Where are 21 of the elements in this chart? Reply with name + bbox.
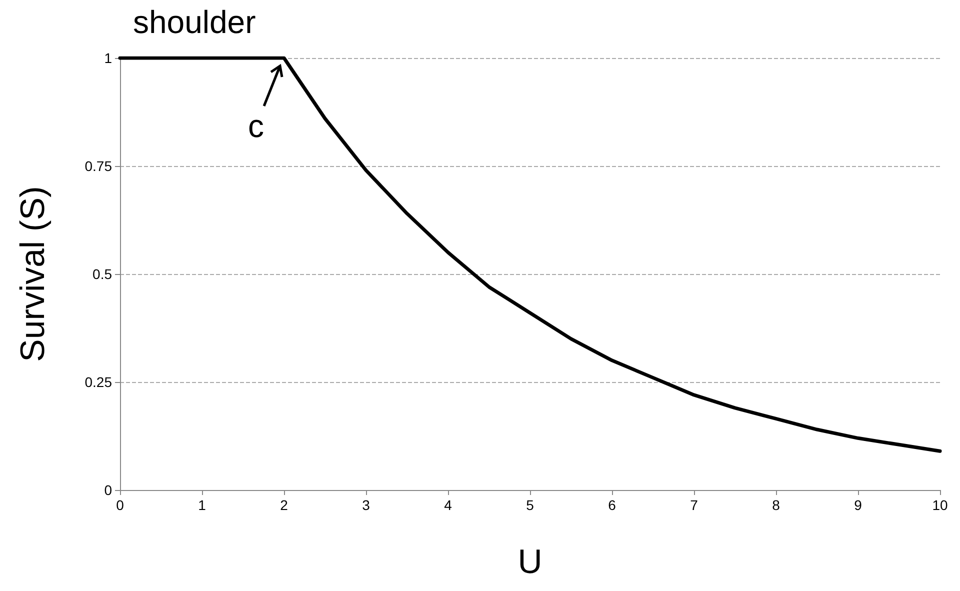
x-tick-label: 2 xyxy=(280,497,288,513)
y-tick-label: 1 xyxy=(104,50,112,66)
x-tick-label: 1 xyxy=(198,497,206,513)
y-axis-title: Survival (S) xyxy=(14,186,52,362)
annotation: c xyxy=(248,108,264,144)
x-tick-label: 6 xyxy=(608,497,616,513)
x-tick-label: 7 xyxy=(690,497,698,513)
x-tick-label: 8 xyxy=(772,497,780,513)
y-tick-label: 0.75 xyxy=(84,158,112,174)
x-tick-label: 4 xyxy=(444,497,452,513)
x-tick-label: 10 xyxy=(932,497,948,513)
text: shoulder xyxy=(133,4,256,40)
y-tick-label: 0.5 xyxy=(92,266,112,282)
x-tick-label: 5 xyxy=(526,497,534,513)
y-tick-label: 0 xyxy=(104,482,112,498)
x-axis-title: U xyxy=(518,543,542,581)
line-series xyxy=(118,56,942,453)
x-tick-label: 3 xyxy=(362,497,370,513)
x-tick-label: 0 xyxy=(116,497,124,513)
y-tick-label: 0.25 xyxy=(84,374,112,390)
x-tick-label: 9 xyxy=(854,497,862,513)
